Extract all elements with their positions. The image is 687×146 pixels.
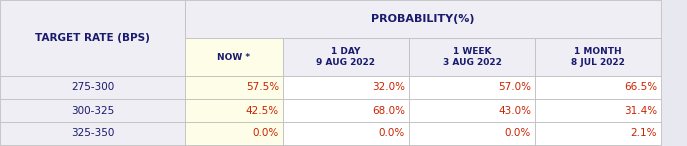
Text: 43.0%: 43.0% xyxy=(498,106,531,115)
Text: 31.4%: 31.4% xyxy=(624,106,657,115)
Text: 0.0%: 0.0% xyxy=(505,128,531,139)
Text: 1 WEEK
3 AUG 2022: 1 WEEK 3 AUG 2022 xyxy=(442,47,502,67)
Text: 325-350: 325-350 xyxy=(71,128,114,139)
Bar xyxy=(185,122,283,145)
Text: 0.0%: 0.0% xyxy=(253,128,279,139)
Bar xyxy=(535,122,661,145)
Text: 0.0%: 0.0% xyxy=(379,128,405,139)
Text: 1 MONTH
8 JUL 2022: 1 MONTH 8 JUL 2022 xyxy=(571,47,625,67)
Bar xyxy=(185,0,661,38)
Bar xyxy=(0,0,185,76)
Bar xyxy=(409,38,535,76)
Text: NOW *: NOW * xyxy=(218,53,251,61)
Bar xyxy=(409,122,535,145)
Bar xyxy=(283,76,409,99)
Text: 2.1%: 2.1% xyxy=(631,128,657,139)
Bar xyxy=(409,99,535,122)
Bar xyxy=(535,76,661,99)
Bar xyxy=(185,38,283,76)
Bar xyxy=(185,76,283,99)
Text: 68.0%: 68.0% xyxy=(372,106,405,115)
Text: 300-325: 300-325 xyxy=(71,106,114,115)
Bar xyxy=(0,76,185,99)
Bar xyxy=(283,99,409,122)
Bar xyxy=(409,76,535,99)
Bar xyxy=(283,38,409,76)
Bar xyxy=(535,99,661,122)
Text: PROBABILITY(%): PROBABILITY(%) xyxy=(371,14,475,24)
Bar xyxy=(0,122,185,145)
Text: 66.5%: 66.5% xyxy=(624,82,657,93)
Text: TARGET RATE (BPS): TARGET RATE (BPS) xyxy=(35,33,150,43)
Text: 32.0%: 32.0% xyxy=(372,82,405,93)
Text: 275-300: 275-300 xyxy=(71,82,114,93)
Bar xyxy=(185,99,283,122)
Bar xyxy=(283,122,409,145)
Text: 1 DAY
9 AUG 2022: 1 DAY 9 AUG 2022 xyxy=(317,47,376,67)
Text: 57.5%: 57.5% xyxy=(246,82,279,93)
Text: 42.5%: 42.5% xyxy=(246,106,279,115)
Bar xyxy=(535,38,661,76)
Bar xyxy=(0,99,185,122)
Text: 57.0%: 57.0% xyxy=(498,82,531,93)
